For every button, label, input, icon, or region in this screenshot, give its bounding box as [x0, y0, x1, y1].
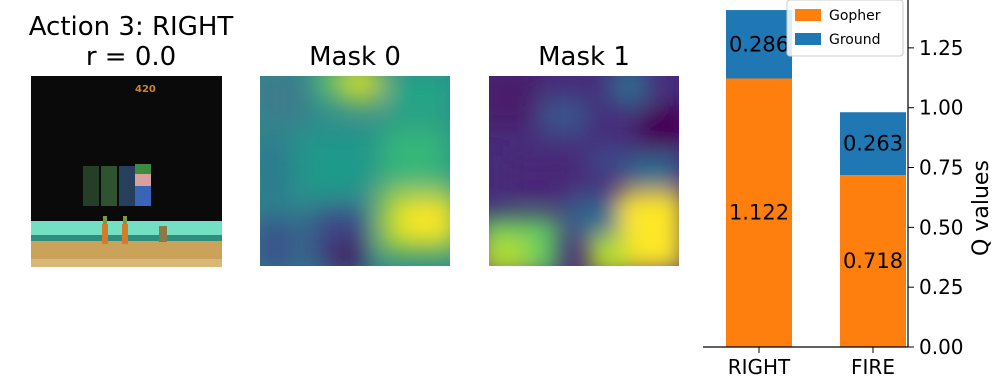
carrot-sprites — [102, 216, 167, 244]
mask0-title: Mask 0 — [309, 42, 401, 72]
chart-legend: Gopher Ground — [786, 0, 904, 57]
game-frame-image: 420 — [31, 76, 222, 267]
legend-label-ground: Ground — [829, 32, 881, 48]
frame-title-reward: r = 0.0 — [85, 42, 177, 72]
bar-value-label: 1.122 — [729, 201, 789, 225]
y-axis-label: Q values — [969, 160, 994, 256]
bar-value-label: 0.286 — [729, 32, 789, 56]
gopher-sprite — [135, 164, 151, 206]
bar-ground-right — [726, 10, 792, 79]
frame-title-action: Action 3: RIGHT — [28, 12, 234, 42]
x-tick-label: FIRE — [851, 355, 895, 379]
x-tick-label: RIGHT — [728, 355, 791, 379]
y-tick-label: 1.25 — [919, 36, 964, 60]
bar-gopher-fire — [840, 175, 906, 347]
y-tick-label: 0.00 — [919, 335, 964, 359]
bar-ground-fire — [840, 112, 906, 176]
y-tick-label: 0.50 — [919, 215, 964, 239]
legend-swatch-gopher — [795, 9, 821, 21]
bar-value-label: 0.263 — [843, 132, 903, 156]
legend-swatch-ground — [795, 33, 821, 45]
y-tick-label: 0.75 — [919, 156, 964, 180]
mask1-heatmap — [489, 76, 679, 266]
q-values-bar-chart: 1.122 0.286 0.718 0.263 RIGHT FIRE 0.00 0.25 0.… — [703, 0, 994, 379]
mask0-heatmap — [260, 76, 450, 266]
y-tick-label: 1.00 — [919, 96, 964, 120]
gopher-ghost-sprites — [83, 166, 135, 206]
legend-label-gopher: Gopher — [829, 8, 881, 24]
mask1-title: Mask 1 — [538, 42, 630, 72]
y-tick-label: 0.25 — [919, 275, 964, 299]
bar-gopher-right — [726, 78, 792, 348]
bar-value-label: 0.718 — [843, 249, 903, 273]
game-score: 420 — [135, 84, 156, 95]
